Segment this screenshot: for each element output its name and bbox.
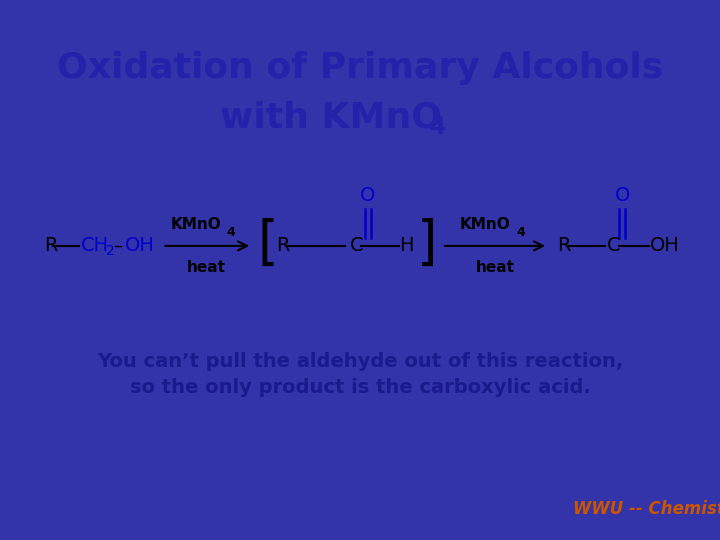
Text: H: H — [400, 237, 414, 255]
Text: heat: heat — [187, 260, 226, 275]
Text: Oxidation of Primary Alcohols: Oxidation of Primary Alcohols — [57, 51, 663, 85]
Text: 4: 4 — [227, 226, 235, 239]
Text: R: R — [276, 237, 289, 255]
Text: 4: 4 — [517, 226, 526, 239]
Text: C: C — [349, 237, 363, 255]
Text: You can’t pull the aldehyde out of this reaction,: You can’t pull the aldehyde out of this … — [97, 352, 623, 371]
Text: WWU -- Chemistry: WWU -- Chemistry — [573, 500, 720, 518]
Text: OH: OH — [650, 237, 680, 255]
Text: heat: heat — [475, 260, 515, 275]
Text: KMnO: KMnO — [171, 217, 222, 232]
Text: C: C — [607, 237, 621, 255]
Text: 2: 2 — [106, 244, 114, 258]
Text: 4: 4 — [429, 116, 447, 139]
Text: KMnO: KMnO — [460, 217, 510, 232]
Text: –: – — [113, 237, 122, 255]
Text: R: R — [557, 237, 571, 255]
Text: ]: ] — [417, 218, 437, 270]
Text: with KMnO: with KMnO — [220, 100, 442, 134]
Text: OH: OH — [125, 237, 155, 255]
Text: O: O — [615, 186, 630, 205]
Text: [: [ — [258, 218, 279, 270]
Text: O: O — [360, 186, 375, 205]
Text: so the only product is the carboxylic acid.: so the only product is the carboxylic ac… — [130, 378, 590, 397]
Text: R: R — [44, 237, 58, 255]
Text: CH: CH — [81, 237, 109, 255]
